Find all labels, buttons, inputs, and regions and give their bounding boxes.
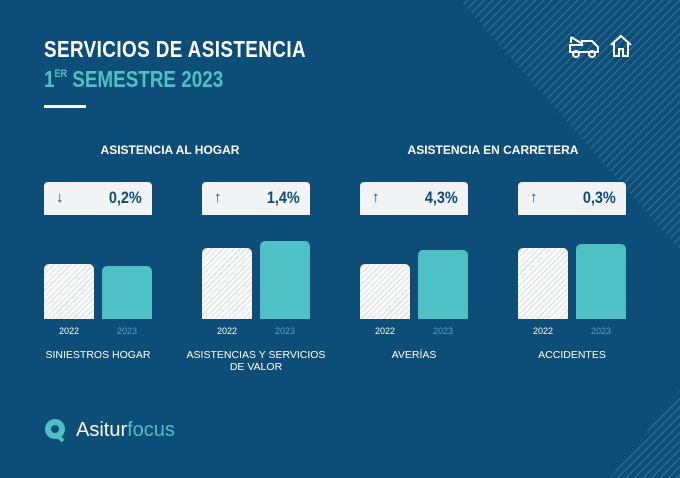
asiturfocus-logo: Asiturfocus (44, 418, 175, 442)
arrow-down-icon: ↓ (56, 189, 64, 206)
category-label: SINIESTROS HOGAR (45, 349, 151, 361)
bar-2022 (360, 264, 410, 319)
logo-q-icon (45, 419, 65, 442)
year-label: 2023 (274, 326, 296, 336)
house-icon (610, 34, 632, 57)
change-value: 0,2% (109, 188, 142, 207)
year-label: 2022 (216, 326, 238, 336)
bar-2022 (518, 248, 568, 319)
arrow-up-icon: ↑ (530, 189, 538, 206)
category-label: ACCIDENTES (538, 349, 606, 361)
page-subtitle: 1ER SEMESTRE 2023 (44, 66, 224, 92)
year-label: 2023 (590, 326, 612, 336)
year-label: 2022 (374, 326, 396, 336)
page-title: SERVICIOS DE ASISTENCIA (44, 36, 307, 62)
bar-2022 (44, 264, 94, 319)
title-underline (44, 105, 86, 108)
bar-2023 (418, 250, 468, 319)
section-road-assistance: ASISTENCIA EN CARRETERA (407, 143, 579, 157)
tow-truck-icon (569, 36, 599, 58)
change-value: 0,3% (583, 188, 616, 207)
year-label: 2022 (58, 326, 80, 336)
year-label: 2023 (432, 326, 454, 336)
bar-2023 (260, 241, 310, 319)
category-label: ASISTENCIAS Y SERVICIOS DE VALOR (186, 349, 326, 373)
change-value: 1,4% (267, 188, 300, 207)
bar-2023 (576, 244, 626, 319)
section-home-assistance: ASISTENCIA AL HOGAR (100, 143, 240, 157)
change-badge: ↑ 0,3% (518, 182, 626, 215)
change-value: 4,3% (425, 188, 458, 207)
bar-2023 (102, 266, 152, 319)
bar-2022 (202, 248, 252, 319)
year-label: 2022 (532, 326, 554, 336)
year-label: 2023 (116, 326, 138, 336)
change-badge: ↓ 0,2% (44, 182, 152, 215)
change-badge: ↑ 1,4% (202, 182, 310, 215)
arrow-up-icon: ↑ (372, 189, 380, 206)
arrow-up-icon: ↑ (214, 189, 222, 206)
header-icons (568, 33, 634, 59)
change-badge: ↑ 4,3% (360, 182, 468, 215)
category-label: AVERÍAS (391, 349, 437, 361)
